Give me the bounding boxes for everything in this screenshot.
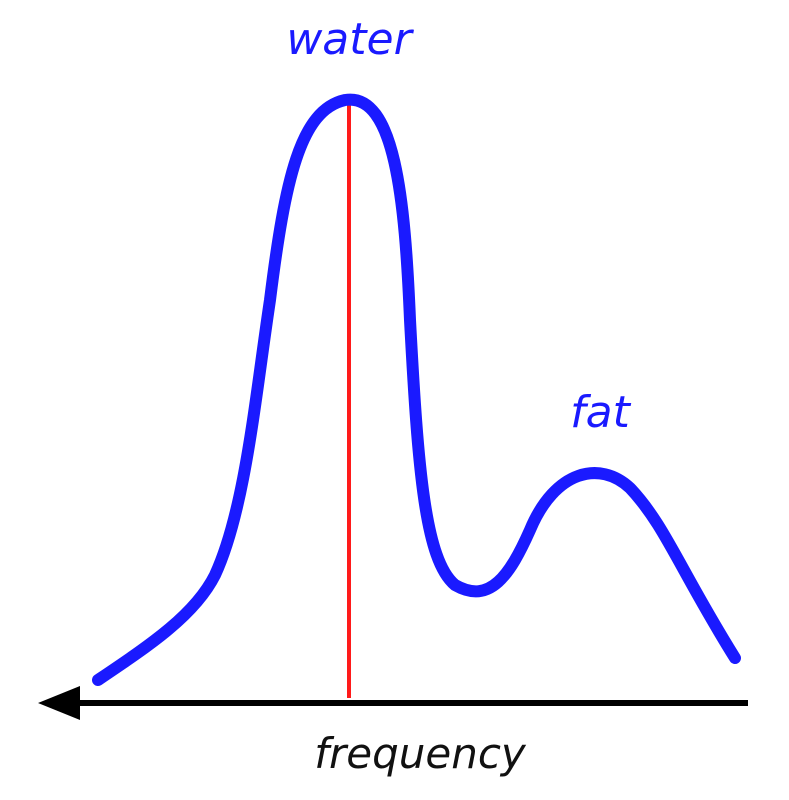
spectrum-curve [92,93,741,686]
frequency-axis [38,686,748,720]
fat-peak-label: fat [570,387,631,438]
frequency-axis-label: frequency [314,729,527,778]
water-peak-label: water [286,14,414,65]
axis-arrow-head [38,686,80,720]
